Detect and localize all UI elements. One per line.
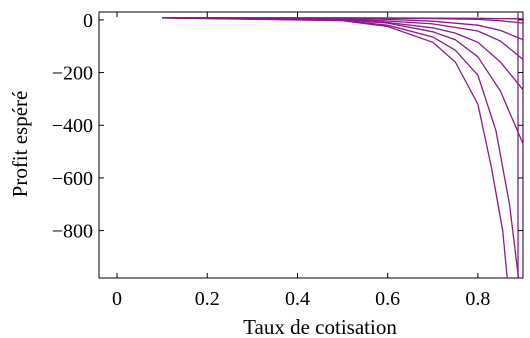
y-tick-label: −200 [52, 63, 93, 85]
x-tick-label: 0.4 [285, 288, 310, 310]
x-tick-label: 0 [112, 288, 122, 310]
y-tick-label: −600 [52, 168, 93, 190]
x-tick-label: 0.8 [465, 288, 490, 310]
series-line-6 [162, 17, 524, 144]
axis-layer: 0 0.2 0.4 0.6 0.8 0 −200 −400 −600 −800 [52, 10, 523, 310]
x-tick-label: 0.2 [195, 288, 220, 310]
y-tick-label: −800 [52, 221, 93, 243]
x-tick-label: 0.6 [375, 288, 400, 310]
series-line-5 [162, 17, 524, 91]
x-axis-label: Taux de cotisation [243, 315, 397, 338]
series-line-8 [162, 17, 508, 279]
y-axis-label: Profit espéré [8, 91, 32, 198]
y-tick-label: −400 [52, 115, 93, 137]
series-layer [162, 12, 524, 279]
series-line-7 [162, 17, 520, 279]
y-tick-label: 0 [83, 10, 93, 32]
plot-frame [98, 11, 524, 279]
